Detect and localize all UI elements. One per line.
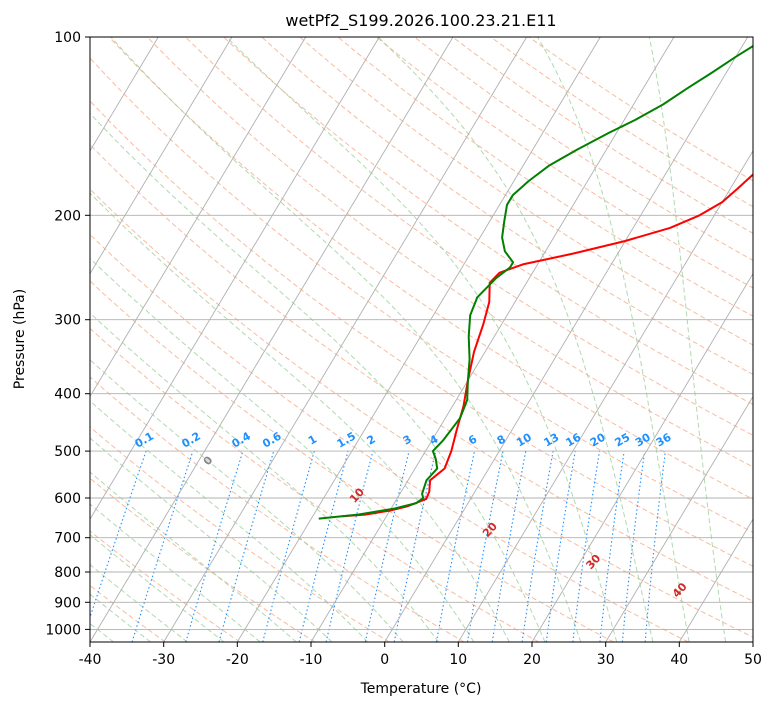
moist-adiabat-line bbox=[90, 437, 333, 642]
y-tick-label: 800 bbox=[54, 565, 81, 581]
dry-adiabat-line bbox=[90, 100, 753, 567]
isotherm-line bbox=[90, 37, 307, 398]
y-tick-label: 700 bbox=[54, 531, 81, 547]
dry-adiabat-line bbox=[90, 426, 390, 642]
dry-adiabat-line bbox=[146, 37, 753, 468]
x-tick-label: 50 bbox=[744, 652, 762, 668]
isotherm-line bbox=[531, 272, 753, 642]
dry-adiabat-line bbox=[108, 37, 753, 500]
dry-adiabat-line bbox=[90, 376, 465, 642]
dry-adiabat-line bbox=[90, 477, 315, 642]
mixing-ratio-line bbox=[131, 450, 194, 642]
isotherm-line bbox=[605, 395, 753, 642]
dry-adiabat-line bbox=[90, 530, 241, 642]
mixing-ratio-group bbox=[90, 450, 666, 642]
dry-adiabat-line bbox=[337, 37, 753, 317]
moist-adiabat-line bbox=[90, 400, 369, 642]
mixing-ratio-line bbox=[545, 451, 576, 642]
dry-adiabat-line bbox=[90, 57, 753, 533]
isotherm-line bbox=[678, 518, 753, 642]
y-tick-label: 300 bbox=[54, 313, 81, 329]
mixing-ratio-line bbox=[599, 451, 625, 642]
isotherm-line bbox=[90, 37, 159, 152]
x-axis-title: Temperature (°C) bbox=[360, 681, 482, 697]
mixing-ratio-line bbox=[364, 450, 410, 642]
isotherm-line bbox=[90, 37, 380, 521]
x-tick-label: -10 bbox=[300, 652, 323, 668]
x-tick-label: -30 bbox=[152, 652, 175, 668]
mixing-ratio-line bbox=[325, 450, 374, 642]
mixing-ratio-line bbox=[572, 451, 601, 642]
isotherm-line bbox=[163, 37, 528, 642]
profile-group bbox=[318, 44, 753, 520]
dry-adiabat-line bbox=[90, 143, 753, 602]
mixing-ratio-line bbox=[218, 450, 275, 642]
dewpoint-profile-line bbox=[318, 44, 753, 520]
dry-adiabat-line bbox=[261, 37, 753, 375]
y-tick-label: 500 bbox=[54, 444, 81, 460]
y-axis-title: Pressure (hPa) bbox=[12, 289, 28, 389]
y-tick-label: 400 bbox=[54, 387, 81, 403]
x-axis: -40 -30 -20 -10 0 10 20 30 40 50 bbox=[79, 642, 762, 668]
mixing-ratio-line bbox=[521, 451, 554, 642]
isotherm-line bbox=[90, 37, 233, 275]
plot-area: -100-90-80-70-60-50-40-30-20-10010203040… bbox=[90, 37, 753, 642]
isotherm-line bbox=[236, 37, 601, 642]
dry-adiabat-line bbox=[299, 37, 753, 346]
plot-area-background bbox=[90, 37, 753, 642]
chart-title: wetPf2_S199.2026.100.23.21.E11 bbox=[285, 11, 556, 31]
mixing-ratio-line bbox=[185, 450, 244, 642]
x-tick-label: 10 bbox=[449, 652, 467, 668]
y-axis: 100 200 300 400 500 600 700 800 900 1000 bbox=[45, 30, 90, 638]
x-tick-label: 40 bbox=[670, 652, 688, 668]
moist-adiabat-line bbox=[90, 257, 475, 642]
moist-adiabat-line bbox=[90, 192, 510, 642]
x-tick-label: -40 bbox=[79, 652, 102, 668]
moist-adiabat-line bbox=[648, 37, 727, 642]
moist-adiabat-line bbox=[90, 112, 546, 642]
plot-frame bbox=[89, 36, 754, 643]
moist-adiabat-line bbox=[110, 37, 582, 642]
x-tick-label: -20 bbox=[226, 652, 249, 668]
isotherm-line bbox=[457, 149, 753, 642]
mixing-ratio-line bbox=[298, 450, 349, 642]
y-tick-label: 1000 bbox=[45, 622, 81, 638]
moist-adiabat-line bbox=[226, 37, 618, 642]
isotherm-group bbox=[90, 37, 753, 642]
y-tick-label: 200 bbox=[54, 208, 81, 224]
moist-adiabat-line bbox=[377, 37, 654, 642]
mixing-ratio-line bbox=[621, 451, 646, 642]
adiabat-group bbox=[90, 37, 753, 642]
y-tick-label: 900 bbox=[54, 595, 81, 611]
mixing-ratio-line bbox=[262, 450, 315, 642]
x-tick-label: 0 bbox=[380, 652, 389, 668]
dry-adiabat-line bbox=[90, 327, 540, 642]
temperature-profile-line bbox=[342, 173, 753, 518]
moist-adiabat-line bbox=[90, 312, 439, 642]
isotherm-line bbox=[384, 37, 749, 642]
mixing-ratio-line bbox=[644, 451, 666, 642]
x-tick-label: 30 bbox=[597, 652, 615, 668]
isotherm-line bbox=[90, 37, 454, 642]
x-tick-label: 20 bbox=[523, 652, 541, 668]
y-tick-label: 600 bbox=[54, 491, 81, 507]
y-tick-label: 100 bbox=[54, 30, 81, 46]
isotherm-line bbox=[310, 37, 675, 642]
pressure-gridline-group bbox=[90, 37, 753, 630]
dry-adiabat-line bbox=[90, 233, 689, 642]
